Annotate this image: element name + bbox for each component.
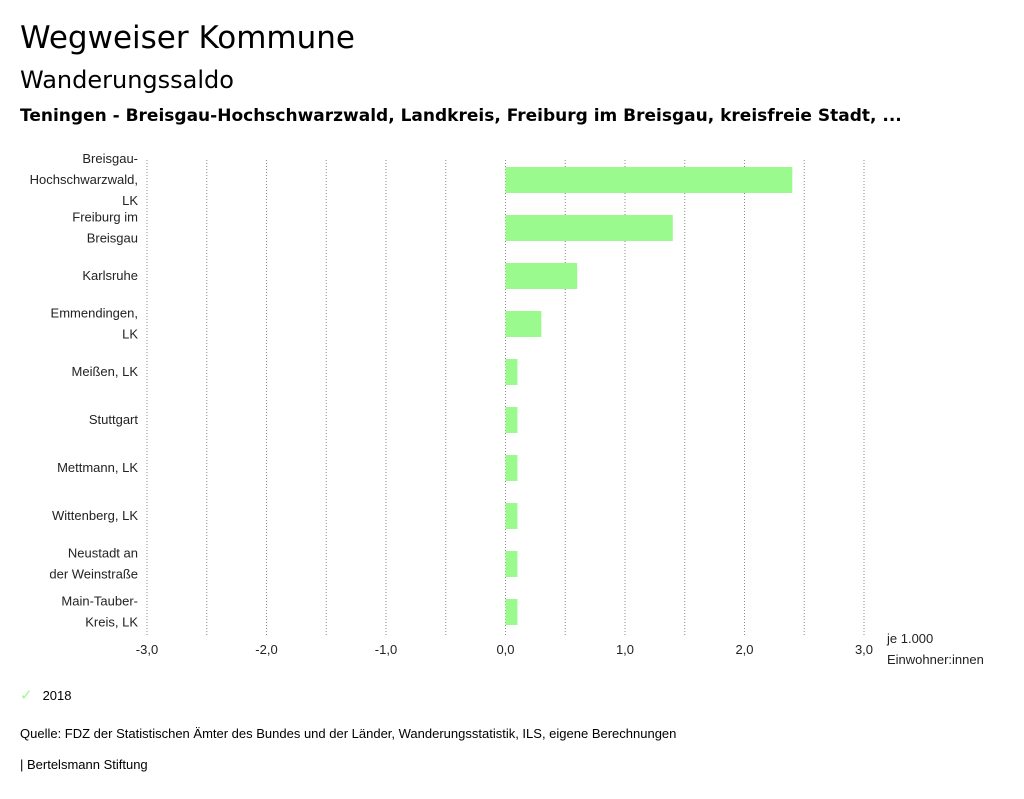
tick-label: 3,0 (855, 642, 873, 657)
bar (505, 455, 518, 481)
tick-label: 0,0 (496, 642, 514, 657)
category-label: LK (122, 327, 138, 342)
bar-chart: Breisgau- Hochschwarzwald, LK Freiburg im Br… (30, 151, 984, 667)
checkmark-icon: ✓ (20, 687, 33, 704)
tick-label: -2,0 (255, 642, 277, 657)
tick-label: 2,0 (735, 642, 753, 657)
page-title: Wegweiser Kommune (20, 20, 355, 56)
category-label: Neustadt an (68, 546, 138, 561)
axis-unit-label: je 1.000 (886, 631, 933, 646)
category-label: Hochschwarzwald, (30, 172, 138, 187)
category-label: Freiburg im (72, 210, 138, 225)
legend[interactable]: ✓ 2018 (20, 686, 72, 704)
region-label: Teningen - Breisgau-Hochschwarzwald, Lan… (20, 106, 902, 126)
category-label: Stuttgart (89, 412, 139, 427)
category-label: Breisgau- (82, 151, 138, 166)
bar (505, 551, 518, 577)
bar (505, 311, 542, 337)
chart-subtitle: Wanderungssaldo (20, 66, 234, 94)
category-label: LK (122, 193, 138, 208)
legend-label: 2018 (42, 687, 72, 703)
bar (505, 167, 793, 193)
category-label: der Weinstraße (49, 567, 138, 582)
bar (505, 359, 518, 385)
category-label: Wittenberg, LK (52, 508, 138, 523)
category-label: Mettmann, LK (57, 460, 138, 475)
bar (505, 503, 518, 529)
category-label: Emmendingen, (51, 306, 138, 321)
tick-label: -3,0 (136, 642, 158, 657)
category-label: Breisgau (87, 231, 138, 246)
bar (505, 263, 578, 289)
category-label: Meißen, LK (72, 364, 139, 379)
bar (505, 215, 673, 241)
credit-note: | Bertelsmann Stiftung (20, 757, 148, 772)
category-label: Main-Tauber- (61, 594, 138, 609)
axis-unit-label: Einwohner:innen (887, 652, 984, 667)
tick-label: -1,0 (375, 642, 397, 657)
source-note: Quelle: FDZ der Statistischen Ämter des … (20, 726, 677, 741)
tick-label: 1,0 (616, 642, 634, 657)
category-label: Karlsruhe (82, 268, 138, 283)
category-label: Kreis, LK (85, 615, 138, 630)
bar (505, 407, 518, 433)
bar (505, 599, 518, 625)
